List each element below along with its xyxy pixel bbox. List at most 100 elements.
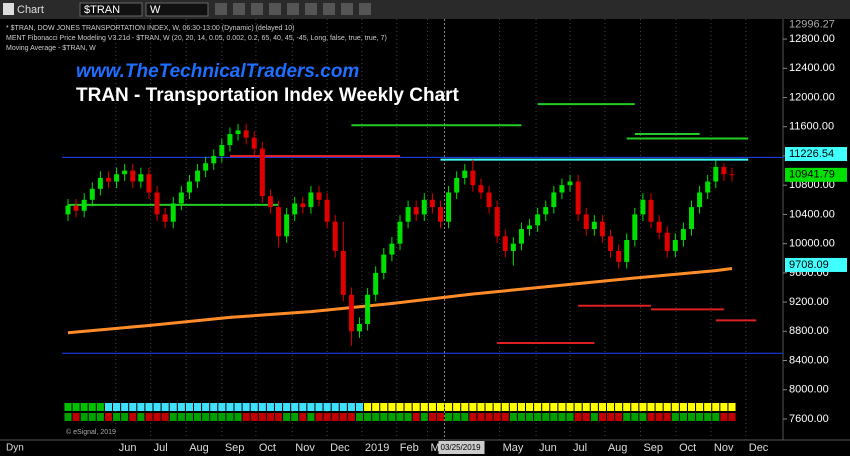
tool-button[interactable] [287, 3, 299, 15]
status-cell [485, 403, 493, 411]
status-cell [461, 413, 469, 421]
status-cell [161, 403, 169, 411]
candle-body [437, 207, 443, 222]
status-cell [137, 413, 145, 421]
y-tick-label: 10800.00 [789, 179, 835, 191]
tool-button[interactable] [251, 3, 263, 15]
status-cell [185, 413, 194, 421]
symbol-text[interactable]: $TRAN [84, 4, 120, 16]
candle-body [227, 134, 233, 146]
status-cell [493, 413, 501, 421]
status-cell [542, 413, 550, 421]
status-cell [88, 403, 96, 411]
candle-body [348, 294, 354, 332]
candle-body [405, 207, 411, 222]
tool-button[interactable] [269, 3, 281, 15]
status-cell [258, 403, 266, 411]
candle-body [478, 185, 484, 193]
candle-body [543, 207, 549, 215]
status-cell [550, 413, 558, 421]
x-tick-label: Jul [573, 442, 587, 454]
status-cell [137, 403, 145, 411]
status-cell [445, 413, 453, 421]
status-cell [80, 403, 88, 411]
status-cell [347, 413, 355, 421]
tool-button[interactable] [233, 3, 245, 15]
toolbar-chart: Chart [17, 4, 44, 16]
status-cell [590, 403, 598, 411]
status-cell [631, 403, 639, 411]
candle-body [195, 170, 201, 182]
x-tick-label: Dec [749, 442, 769, 454]
status-cell [242, 403, 250, 411]
x-tick-label: Oct [679, 442, 696, 454]
status-cell [153, 413, 161, 421]
candle-body [259, 148, 265, 197]
interval-text[interactable]: W [150, 4, 161, 16]
candle-body [292, 203, 298, 215]
status-cell [194, 413, 202, 421]
x-tick-label: Feb [400, 442, 419, 454]
tool-button[interactable] [215, 3, 227, 15]
candle-body [365, 294, 371, 324]
status-cell [663, 403, 671, 411]
candle-body [300, 203, 306, 208]
candle-body [608, 236, 614, 251]
tool-button[interactable] [323, 3, 335, 15]
copyright: © eSignal, 2019 [66, 428, 116, 436]
candle-body [486, 192, 492, 208]
tool-button[interactable] [305, 3, 317, 15]
status-cell [436, 413, 445, 421]
status-cell [582, 413, 590, 421]
status-cell [542, 403, 550, 411]
candle-body [680, 229, 686, 240]
status-cell [639, 403, 647, 411]
status-cell [355, 413, 364, 421]
x-tick-label: Aug [189, 442, 209, 454]
status-cell [647, 413, 655, 421]
tool-button[interactable] [359, 3, 371, 15]
status-cell [226, 403, 234, 411]
candle-body [97, 177, 103, 189]
status-cell [380, 413, 388, 421]
x-tick-label: 2019 [365, 442, 389, 454]
candle-body [357, 323, 363, 332]
symbol-input[interactable] [79, 2, 143, 17]
candle-body [332, 221, 338, 251]
candle-body [510, 243, 516, 251]
status-cell [226, 413, 234, 421]
candle-body [697, 192, 703, 208]
status-cell [121, 413, 129, 421]
status-cell [469, 413, 477, 421]
candle-body [462, 170, 468, 178]
status-cell [372, 403, 380, 411]
y-tick-label: 7600.00 [789, 413, 829, 425]
candle-body [429, 199, 435, 208]
dyn-label: Dyn [6, 443, 24, 454]
interval-input[interactable] [145, 2, 209, 17]
status-cell [517, 403, 525, 411]
status-cell [558, 403, 566, 411]
cursor-label: 03/25/2019 [441, 443, 482, 452]
status-cell [169, 413, 177, 421]
status-cell [291, 403, 299, 411]
status-cell [712, 413, 720, 421]
status-cell [704, 413, 712, 421]
tool-button[interactable] [341, 3, 353, 15]
status-cell [396, 403, 404, 411]
status-cell [687, 403, 696, 411]
status-cell [428, 413, 436, 421]
candle-body [446, 192, 452, 222]
status-cell [331, 413, 339, 421]
candle-body [381, 254, 387, 273]
status-cell [550, 403, 558, 411]
status-cell [647, 403, 655, 411]
price-label: 10941.79 [789, 169, 835, 181]
status-cell [574, 413, 582, 421]
status-cell [274, 413, 283, 421]
status-cell [655, 403, 663, 411]
status-cell [412, 413, 420, 421]
study-line: * $TRAN, DOW JONES TRANSPORTATION INDEX,… [6, 25, 295, 32]
status-cell [720, 413, 728, 421]
candle-body [632, 214, 638, 240]
